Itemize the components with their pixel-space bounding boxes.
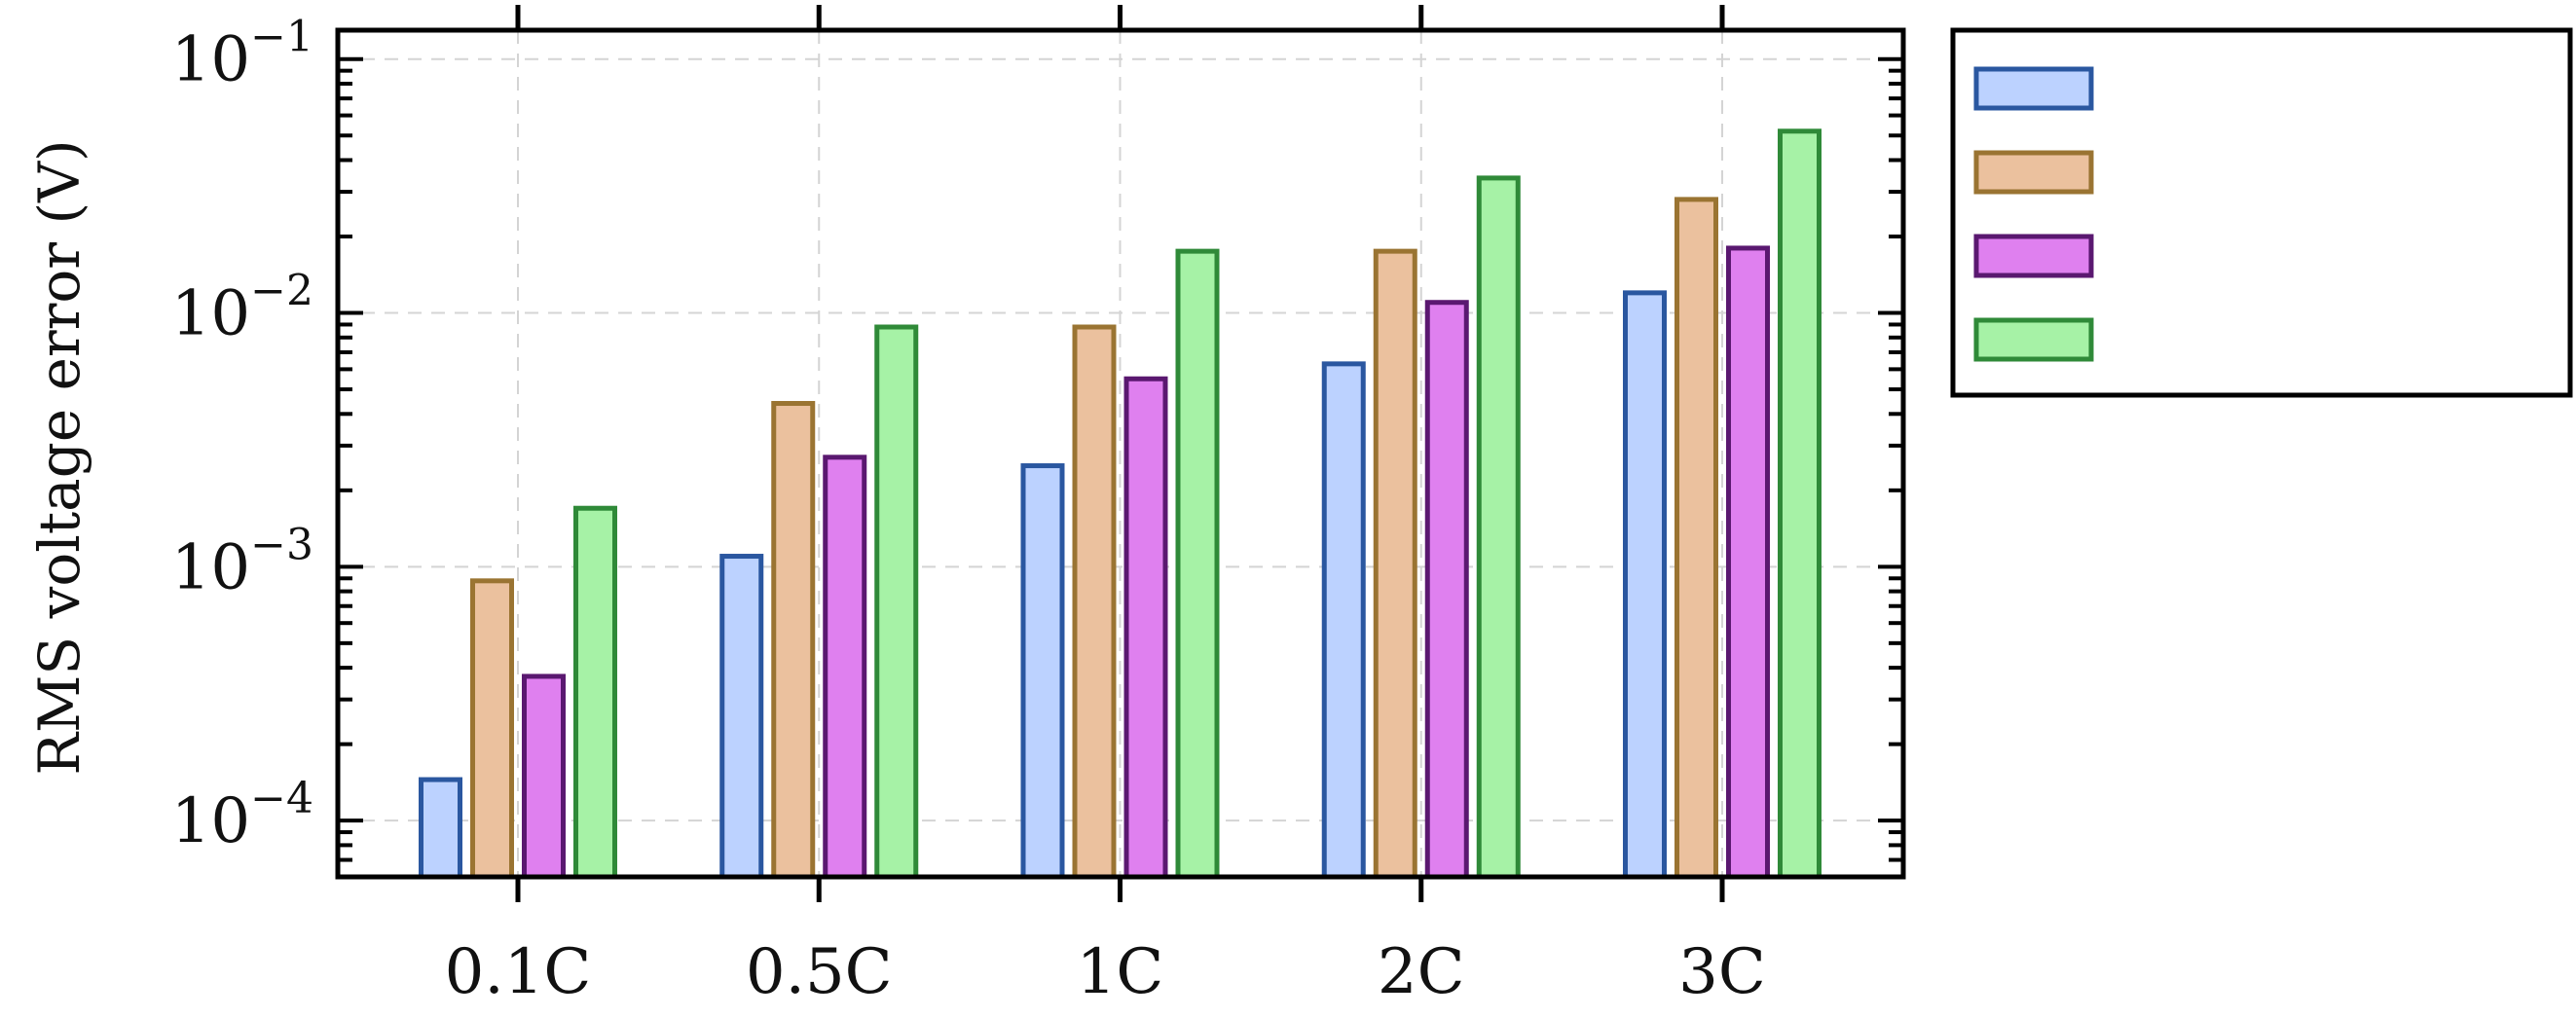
x-tick-label: 2C — [1378, 936, 1465, 1008]
y-tick-label: 10−4 — [171, 774, 313, 857]
legend-swatch-series-1 — [1973, 66, 2094, 111]
bar-0.1C-series-4 — [573, 505, 617, 880]
y-tick-labels: 10−4 10−3 10−2 10−1 — [171, 13, 313, 857]
y-tick-label: 10−3 — [171, 520, 313, 603]
bar-0.1C-series-3 — [522, 673, 566, 880]
x-tick-label: 3C — [1678, 936, 1766, 1008]
bar-3C-series-3 — [1726, 245, 1770, 880]
bar-0.5C-series-4 — [874, 324, 919, 880]
grid — [338, 30, 1903, 877]
y-tick-label: 10−1 — [171, 13, 313, 96]
x-tick-labels: 0.1C 0.5C 1C 2C 3C — [445, 936, 1766, 1008]
legend-swatch-series-2 — [1973, 150, 2094, 195]
bar-1C-series-2 — [1072, 324, 1117, 880]
x-tick-label: 1C — [1077, 936, 1164, 1008]
x-tick-label: 0.1C — [445, 936, 592, 1008]
bar-0.1C-series-2 — [470, 578, 514, 880]
bars — [419, 128, 1822, 880]
y-axis-label: RMS voltage error (V) — [26, 139, 92, 775]
bar-1C-series-4 — [1175, 248, 1220, 880]
bar-0.1C-series-1 — [419, 777, 462, 880]
bar-3C-series-2 — [1674, 197, 1718, 880]
x-tick-label: 0.5C — [746, 936, 893, 1008]
legend — [1950, 27, 2573, 398]
bar-1C-series-1 — [1020, 463, 1065, 880]
bar-0.5C-series-1 — [719, 554, 764, 880]
bar-0.5C-series-3 — [823, 454, 867, 880]
axis-ticks — [338, 5, 1903, 902]
bar-0.5C-series-2 — [771, 401, 816, 880]
bar-3C-series-4 — [1778, 128, 1822, 880]
bar-2C-series-2 — [1373, 248, 1417, 880]
bar-3C-series-1 — [1623, 290, 1667, 880]
y-tick-label: 10−2 — [171, 267, 313, 350]
legend-swatch-series-4 — [1973, 317, 2094, 362]
bar-1C-series-3 — [1123, 376, 1168, 880]
bar-2C-series-4 — [1476, 175, 1521, 880]
bar-2C-series-1 — [1321, 361, 1366, 880]
legend-swatch-series-3 — [1973, 234, 2094, 278]
bar-2C-series-3 — [1424, 300, 1469, 880]
